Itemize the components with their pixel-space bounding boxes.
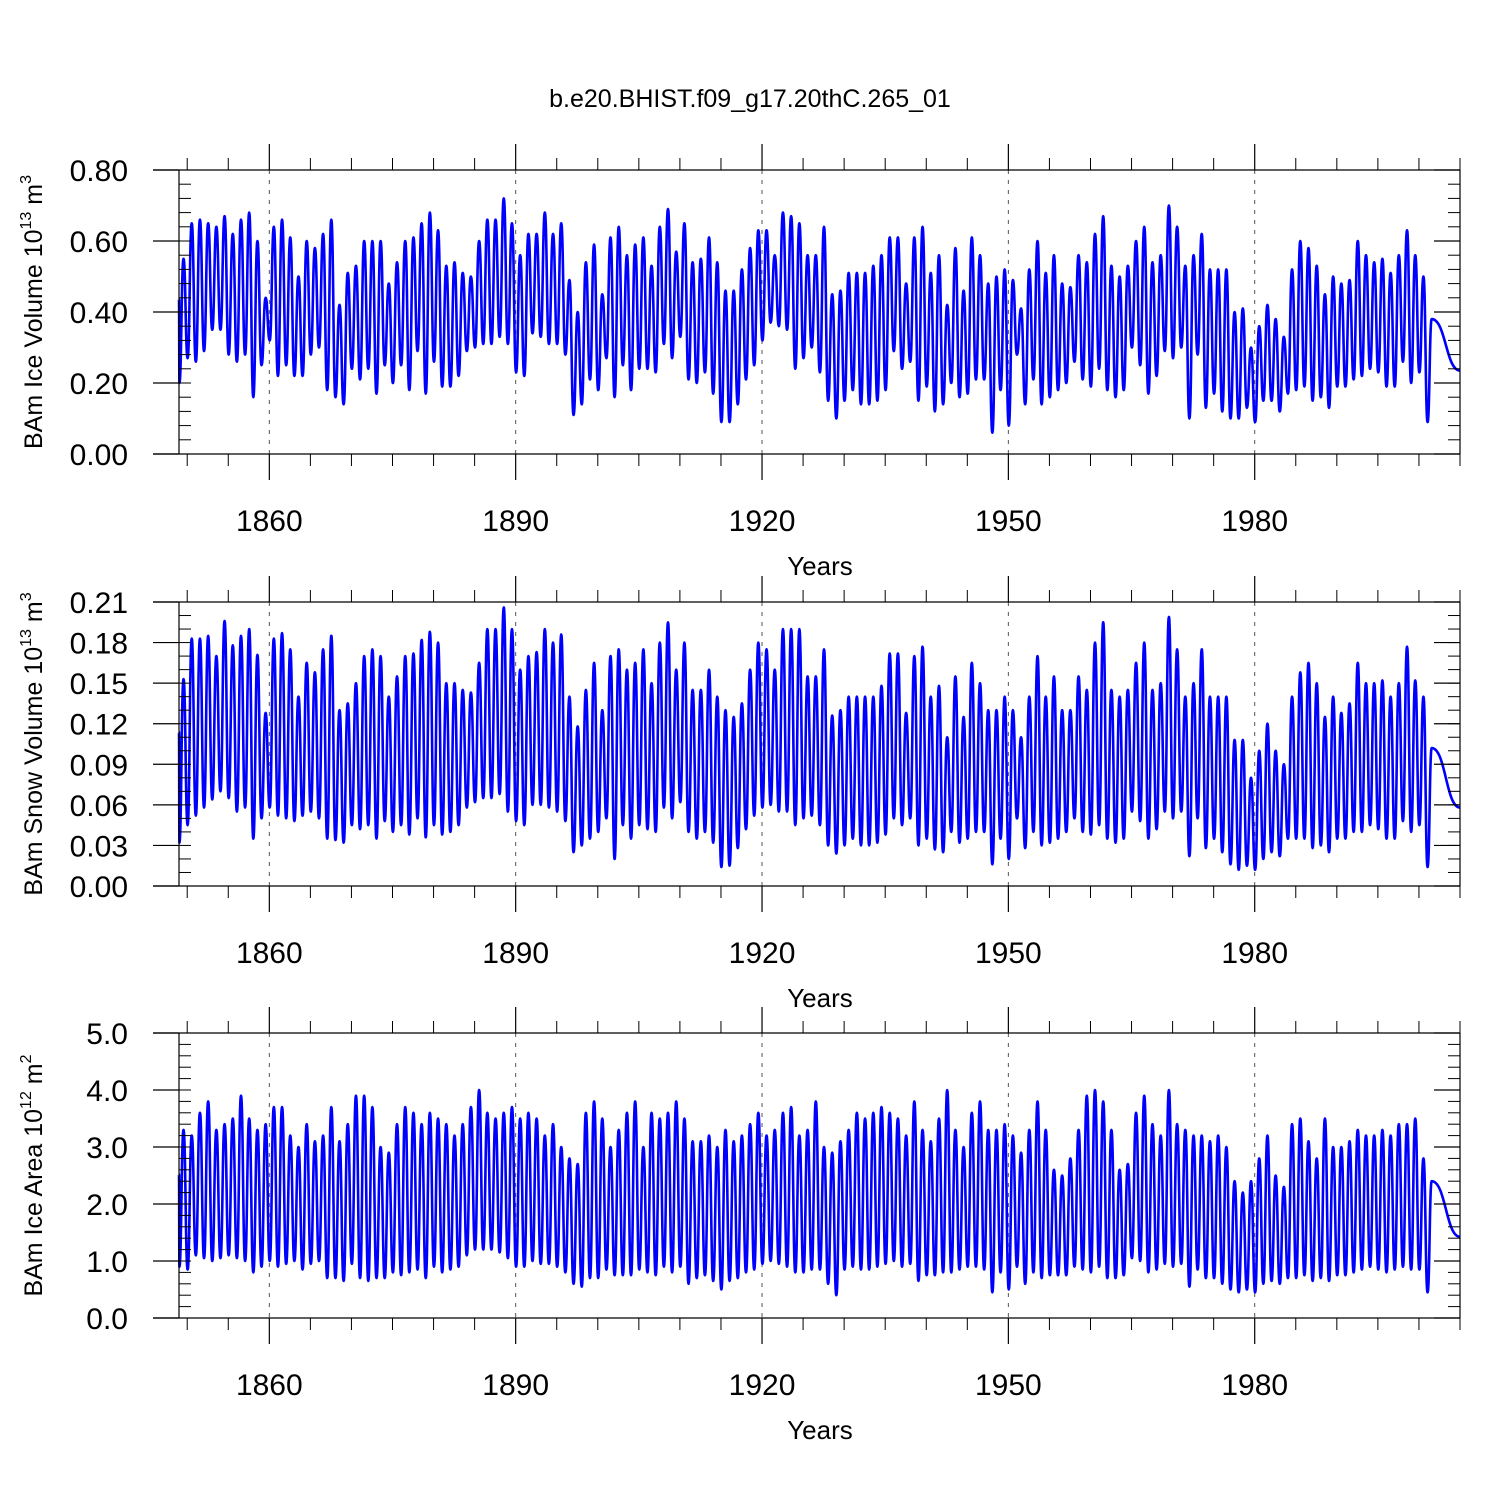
x-axis-title: Years [787, 983, 853, 1013]
y-tick-label: 1.0 [86, 1246, 128, 1279]
series-line-snow-volume [177, 606, 1461, 872]
y-axis-title-superscript: 3 [18, 592, 35, 601]
x-axis-title: Years [787, 1415, 853, 1445]
x-tick-label: 1860 [236, 505, 303, 538]
x-tick-label: 1890 [482, 937, 549, 970]
y-tick-label: 0.00 [70, 439, 128, 472]
y-axis-title-part: m [20, 184, 48, 212]
y-tick-label: 0.0 [86, 1303, 128, 1336]
y-axis-title: BAm Snow Volume 1013 m3 [18, 592, 48, 895]
chart-title: b.e20.BHIST.f09_g17.20thC.265_01 [549, 85, 951, 113]
y-axis-title-part: BAm Ice Area 10 [20, 1109, 48, 1297]
x-tick-label: 1950 [975, 937, 1042, 970]
x-tick-label: 1920 [729, 505, 796, 538]
y-axis-title-superscript: 12 [18, 1091, 35, 1109]
y-axis-title-part: BAm Ice Volume 10 [20, 229, 48, 449]
x-tick-label: 1980 [1221, 1369, 1288, 1402]
y-tick-label: 0.18 [70, 628, 128, 661]
x-tick-label: 1920 [729, 1369, 796, 1402]
y-tick-label: 3.0 [86, 1132, 128, 1165]
y-tick-label: 0.60 [70, 226, 128, 259]
x-tick-label: 1950 [975, 505, 1042, 538]
y-tick-label: 0.00 [70, 871, 128, 904]
y-tick-label: 0.06 [70, 790, 128, 823]
chart-panel-snow-volume: 0.00 0.03 0.06 0.09 0.12 0.15 0.18 0.21 1860 1890… [18, 576, 1461, 1013]
y-tick-label: 0.40 [70, 297, 128, 330]
y-axis-title-superscript: 13 [18, 629, 35, 647]
y-axis-title-part: m [20, 1063, 48, 1091]
x-tick-label: 1950 [975, 1369, 1042, 1402]
chart-panel-ice-area: 0.0 1.0 2.0 3.0 4.0 5.0 1860 1890 1920 1950 1980 Ye… [18, 1007, 1461, 1445]
y-axis-title-part: m [20, 601, 48, 629]
y-tick-label: 0.09 [70, 749, 128, 782]
y-tick-label: 0.80 [70, 155, 128, 188]
y-tick-label: 2.0 [86, 1189, 128, 1222]
x-tick-label: 1890 [482, 505, 549, 538]
y-axis-title-part: BAm Snow Volume 10 [20, 647, 48, 896]
y-tick-label: 0.15 [70, 668, 128, 701]
x-tick-label: 1860 [236, 1369, 303, 1402]
x-tick-label: 1980 [1221, 937, 1288, 970]
y-tick-label: 5.0 [86, 1018, 128, 1051]
series-line-ice-volume [177, 197, 1461, 434]
x-tick-label: 1920 [729, 937, 796, 970]
y-axis-title-superscript: 3 [18, 175, 35, 184]
y-axis-title-superscript: 13 [18, 212, 35, 230]
x-tick-label: 1980 [1221, 505, 1288, 538]
y-tick-label: 0.03 [70, 830, 128, 863]
series-line-ice-area [177, 1088, 1461, 1297]
y-tick-label: 0.12 [70, 709, 128, 742]
chart-panel-ice-volume: 0.00 0.20 0.40 0.60 0.80 1860 1890 1920 1950 1980… [18, 144, 1461, 581]
y-axis-title: BAm Ice Area 1012 m2 [18, 1054, 48, 1296]
x-tick-label: 1860 [236, 937, 303, 970]
y-tick-label: 0.20 [70, 368, 128, 401]
y-tick-label: 4.0 [86, 1075, 128, 1108]
y-axis-title-superscript: 2 [18, 1054, 35, 1063]
x-tick-label: 1890 [482, 1369, 549, 1402]
y-tick-label: 0.21 [70, 587, 128, 620]
y-axis-title: BAm Ice Volume 1013 m3 [18, 175, 48, 449]
x-axis-title: Years [787, 551, 853, 581]
